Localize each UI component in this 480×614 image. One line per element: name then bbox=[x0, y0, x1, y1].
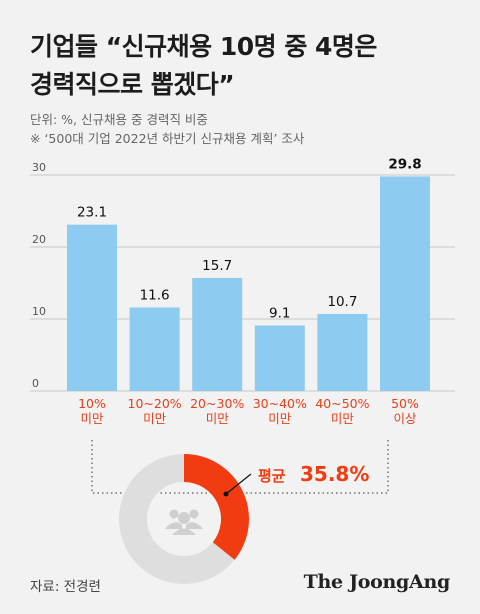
bar-value-label: 23.1 bbox=[77, 205, 107, 221]
person-head bbox=[178, 512, 190, 524]
x-category-label: 40~50% bbox=[315, 396, 369, 411]
bar bbox=[254, 325, 305, 391]
y-tick-label: 30 bbox=[32, 161, 46, 174]
bar-value-label: 15.7 bbox=[202, 258, 232, 274]
title-line-1: 기업들 “신규채용 10명 중 4명은 bbox=[30, 32, 377, 61]
person-head bbox=[169, 509, 179, 519]
bar-value-label: 9.1 bbox=[269, 305, 290, 321]
y-tick-label: 10 bbox=[32, 305, 46, 318]
bar bbox=[192, 277, 243, 391]
x-category-label: 미만 bbox=[80, 411, 104, 426]
x-category-label: 50% bbox=[391, 396, 419, 411]
average-label: 평균 bbox=[258, 467, 286, 485]
brand-logo: The JoongAng bbox=[303, 571, 451, 593]
bar bbox=[67, 224, 117, 391]
donut-average-segment bbox=[184, 454, 249, 560]
y-tick-label: 20 bbox=[32, 233, 46, 246]
bar-value-label: 29.8 bbox=[388, 156, 421, 172]
x-category-label: 미만 bbox=[143, 411, 167, 426]
bar bbox=[129, 307, 180, 391]
person-body bbox=[186, 522, 203, 529]
source-note: 자료: 전경련 bbox=[30, 579, 101, 595]
x-category-label: 10~20% bbox=[128, 396, 182, 411]
title-line-2: 경력직으로 뽑겠다” bbox=[30, 70, 235, 99]
chart-title: 기업들 “신규채용 10명 중 4명은 경력직으로 뽑겠다” bbox=[30, 28, 460, 104]
x-category-label: 20~30% bbox=[190, 396, 244, 411]
average-pointer-line bbox=[225, 473, 252, 495]
bar-value-label: 10.7 bbox=[327, 294, 357, 310]
y-tick-label: 0 bbox=[32, 377, 39, 390]
person-head bbox=[189, 509, 199, 519]
people-group-icon bbox=[165, 509, 203, 535]
average-value-label: 35.8% bbox=[300, 462, 369, 486]
bar bbox=[380, 176, 430, 391]
x-category-label: 미만 bbox=[268, 411, 292, 426]
x-category-label: 미만 bbox=[331, 411, 355, 426]
average-pointer-dot bbox=[223, 491, 229, 497]
person-body bbox=[165, 522, 182, 529]
x-category-label: 10% bbox=[78, 396, 106, 411]
x-category-label: 30~40% bbox=[253, 396, 307, 411]
survey-note: ※ ‘500대 기업 2022년 하반기 신규채용 계획’ 조사 bbox=[30, 131, 305, 146]
bar bbox=[317, 313, 368, 391]
bar-value-label: 11.6 bbox=[140, 287, 170, 303]
x-category-label: 미만 bbox=[206, 411, 230, 426]
person-body bbox=[172, 528, 196, 535]
unit-note: 단위: %, 신규채용 중 경력직 비중 bbox=[30, 112, 208, 127]
x-category-label: 이상 bbox=[393, 411, 417, 426]
